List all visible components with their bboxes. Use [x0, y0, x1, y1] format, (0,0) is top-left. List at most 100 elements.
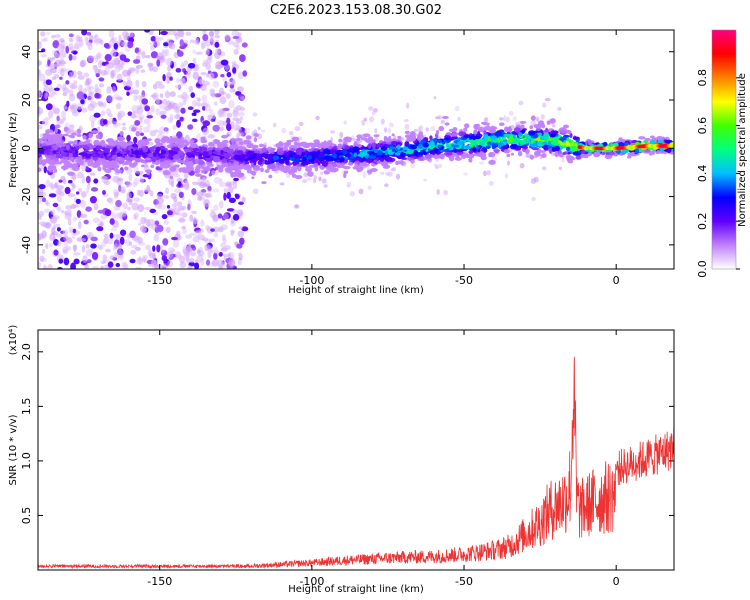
spectrogram-cell	[384, 150, 389, 156]
spectrogram-cell	[286, 139, 295, 143]
spectrogram-cell	[113, 194, 119, 199]
spectrogram-cell	[73, 252, 81, 256]
spectrogram-cell	[97, 101, 104, 106]
spectrogram-cell	[113, 140, 119, 145]
spectrogram-cell	[126, 192, 132, 199]
spectrogram-cell	[189, 232, 195, 237]
spectrogram-cell	[89, 91, 94, 96]
spectrogram-cell	[179, 116, 184, 122]
spectrogram-cell	[50, 209, 55, 216]
spectrogram-cell	[90, 236, 98, 242]
spectrogram-cell	[45, 79, 52, 86]
spectrogram-cell	[488, 181, 494, 186]
spectrogram-cell	[175, 164, 180, 168]
spectrogram-cell	[451, 144, 460, 148]
spectrogram-cell	[122, 210, 127, 217]
spectrogram-cell	[210, 208, 215, 214]
spectrogram-cell	[528, 130, 536, 136]
spectrogram-cell	[207, 134, 215, 139]
spectrogram-cell	[53, 182, 58, 189]
spectrogram-cell	[368, 155, 376, 159]
spectrogram-cell	[391, 148, 396, 152]
spectrogram-cell	[449, 136, 458, 140]
spectrogram-cell	[457, 137, 461, 142]
spectrogram-cell	[373, 159, 378, 163]
spectrogram-cell	[212, 226, 220, 233]
spectrogram-cell	[315, 115, 320, 121]
spectrogram-cell	[278, 165, 284, 170]
spectrogram-ytick-label: 20	[20, 93, 33, 107]
spectrogram-cell	[47, 264, 53, 269]
spectrogram-cell	[111, 60, 119, 69]
spectrogram-cell	[53, 138, 57, 144]
spectrogram-cell	[486, 141, 492, 146]
spectrogram-cell	[145, 244, 151, 251]
spectrogram-cell	[508, 110, 514, 116]
spectrogram-cell	[362, 133, 371, 138]
spectrogram-cell	[237, 230, 245, 238]
spectrogram-cell	[323, 184, 328, 188]
spectrogram-cell	[111, 154, 119, 160]
spectrogram-cell	[184, 141, 190, 146]
spectrogram-cell	[252, 112, 258, 117]
spectrogram-cell	[116, 144, 121, 150]
spectrogram-cell	[202, 151, 209, 157]
spectrogram-cell	[237, 71, 245, 80]
spectrogram-cell	[186, 161, 191, 166]
spectrogram-cell	[559, 142, 566, 146]
spectrogram-cell	[83, 72, 90, 78]
spectrogram-cell	[231, 30, 239, 37]
spectrogram-cell	[217, 120, 224, 127]
snr-xtick-label: 0	[613, 575, 620, 588]
spectrogram-cell	[473, 147, 477, 152]
spectrogram-cell	[540, 153, 547, 159]
spectrogram-cell	[63, 257, 70, 266]
spectrogram-cell	[464, 123, 470, 129]
spectrogram-cell	[53, 249, 59, 256]
spectrogram-cell	[85, 244, 90, 249]
spectrogram-cell	[154, 35, 160, 43]
spectrogram-cell	[209, 88, 216, 93]
spectrogram-cell	[133, 136, 138, 144]
spectrogram-cell	[119, 54, 127, 61]
spectrogram-cell	[554, 145, 560, 152]
spectrogram-xtick-label: -150	[147, 274, 172, 287]
spectrogram-cell	[221, 139, 229, 144]
spectrogram-cell	[196, 97, 201, 102]
spectrogram-cell	[519, 141, 527, 145]
spectrogram-cell	[81, 30, 88, 36]
spectrogram-cell	[163, 220, 170, 226]
spectrogram-cell	[435, 155, 443, 159]
spectrogram-cell	[139, 175, 145, 184]
spectrogram-cell	[43, 37, 48, 42]
spectrogram-cell	[346, 181, 352, 187]
spectrogram-cell	[373, 134, 380, 138]
spectrogram-cell	[562, 134, 570, 138]
spectrogram-cell	[535, 116, 540, 122]
spectrogram-cell	[139, 125, 143, 133]
spectrogram-cell	[38, 69, 41, 75]
spectrogram-cell	[202, 120, 211, 127]
spectrogram-cell	[139, 116, 143, 124]
spectrogram-cell	[358, 188, 364, 195]
spectrogram-cell	[237, 32, 242, 37]
spectrogram-cell	[115, 199, 122, 208]
spectrogram-cell	[530, 140, 534, 144]
spectrogram-cell	[251, 176, 255, 180]
spectrogram-cell	[220, 163, 228, 168]
spectrogram-cell	[362, 161, 367, 166]
spectrogram-xlabel: Height of straight line (km)	[288, 285, 424, 296]
spectrogram-cell	[48, 164, 57, 171]
spectrogram-cell	[478, 161, 485, 165]
spectrogram-cell	[505, 116, 510, 123]
spectrogram-cell	[125, 32, 129, 38]
spectrogram-cell	[244, 127, 251, 134]
spectrogram-cell	[142, 254, 149, 259]
spectrogram-cell	[128, 69, 132, 75]
spectrogram-cell	[602, 150, 606, 156]
spectrogram-cell	[159, 126, 167, 135]
spectrogram-cell	[363, 117, 368, 122]
spectrogram-cell	[121, 41, 129, 47]
spectrogram-cell	[154, 137, 161, 144]
spectrogram-cell	[76, 134, 82, 137]
